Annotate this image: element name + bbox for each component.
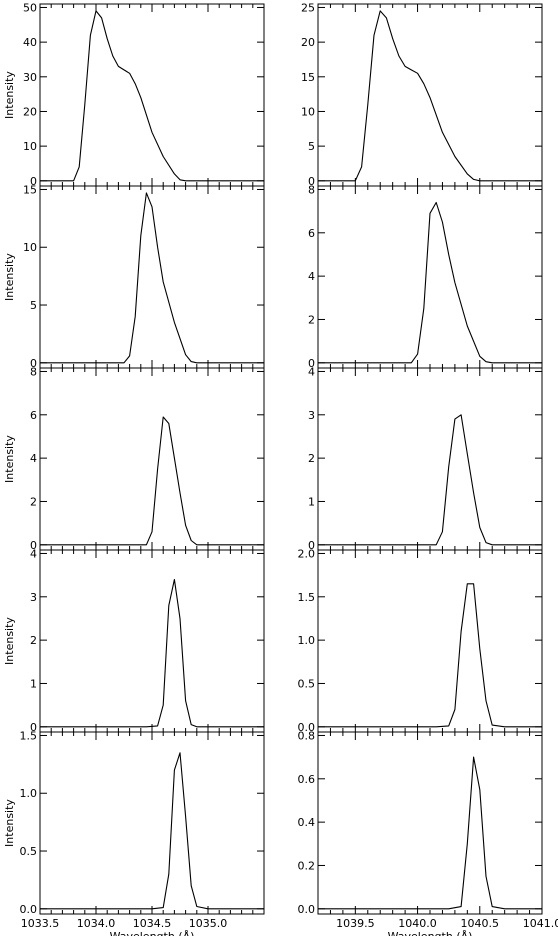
series-line xyxy=(318,414,542,546)
y-tick-label: 0.0 xyxy=(298,903,316,916)
y-tick-label: 5 xyxy=(308,140,315,153)
y-tick-label: 15 xyxy=(23,183,37,196)
y-tick-label: 4 xyxy=(30,547,37,560)
panel-row5-right: 0.0 0.2 0.4 0.6 0.8 1039.5 1040.0 1040.5 1041.0 W… xyxy=(298,729,558,936)
y-tick-label: 2 xyxy=(308,313,315,326)
y-tick-label: 8 xyxy=(30,365,37,378)
series-line xyxy=(318,583,542,728)
x-tick-label: 1041.0 xyxy=(523,917,558,930)
y-tick-label: 6 xyxy=(308,227,315,240)
y-tick-label: 1.0 xyxy=(298,634,316,647)
x-tick-label: 1040.0 xyxy=(398,917,437,930)
panel-row4-left: 0 1 2 3 4 Intensity xyxy=(3,547,265,734)
series-line xyxy=(40,10,264,182)
y-tick-label: 2 xyxy=(30,495,37,508)
y-tick-label: 10 xyxy=(23,241,37,254)
y-tick-label: 5 xyxy=(30,299,37,312)
x-tick-label: 1033.5 xyxy=(21,917,60,930)
y-axis-label: Intensity xyxy=(3,617,16,665)
axis-frame xyxy=(39,731,265,915)
y-tick-label: 0 xyxy=(30,721,37,734)
x-axis-label: Wavelength (Å) xyxy=(110,930,195,936)
y-tick-label: 0.2 xyxy=(298,859,316,872)
axis-frame xyxy=(39,367,265,551)
y-tick-label: 3 xyxy=(308,409,315,422)
series-line xyxy=(40,192,264,364)
y-tick-label: 10 xyxy=(23,140,37,153)
y-tick-label: 0 xyxy=(308,539,315,552)
x-tick-label: 1039.5 xyxy=(336,917,375,930)
y-tick-label: 0.5 xyxy=(20,845,38,858)
y-tick-label: 30 xyxy=(23,71,37,84)
x-tick-label: 1034.5 xyxy=(133,917,172,930)
y-tick-label: 0.8 xyxy=(298,729,316,742)
series-line xyxy=(40,416,264,546)
y-tick-label: 50 xyxy=(23,1,37,14)
axis-frame xyxy=(39,549,265,733)
y-axis-label: Intensity xyxy=(3,799,16,847)
y-tick-label: 6 xyxy=(30,409,37,422)
y-tick-label: 20 xyxy=(301,36,315,49)
x-axis-label: Wavelength (Å) xyxy=(388,930,473,936)
series-line xyxy=(318,201,542,364)
y-tick-label: 4 xyxy=(308,365,315,378)
y-tick-label: 4 xyxy=(308,270,315,283)
axis-frame xyxy=(317,731,543,915)
panel-row1-left: 0 10 20 30 40 50 Intensity xyxy=(3,1,265,188)
y-tick-label: 15 xyxy=(301,71,315,84)
y-tick-label: 3 xyxy=(30,591,37,604)
y-tick-label: 2 xyxy=(30,634,37,647)
y-tick-label: 1.5 xyxy=(20,729,38,742)
y-tick-label: 20 xyxy=(23,105,37,118)
x-tick-label: 1034.0 xyxy=(77,917,116,930)
y-tick-label: 40 xyxy=(23,36,37,49)
y-tick-label: 4 xyxy=(30,452,37,465)
panel-row3-right: 0 1 2 3 4 xyxy=(308,365,543,552)
series-line xyxy=(318,756,542,910)
y-tick-label: 8 xyxy=(308,183,315,196)
y-tick-label: 0.4 xyxy=(298,816,316,829)
axis-frame xyxy=(317,549,543,733)
y-tick-label: 10 xyxy=(301,105,315,118)
y-tick-label: 2 xyxy=(308,452,315,465)
y-axis-label: Intensity xyxy=(3,71,16,119)
series-line xyxy=(40,578,264,728)
axis-frame xyxy=(317,3,543,187)
y-tick-label: 1.5 xyxy=(298,591,316,604)
panel-row5-left: 0.0 0.5 1.0 1.5 1033.5 1034.0 1034.5 1035.0 Inte… xyxy=(3,729,265,936)
y-tick-label: 0 xyxy=(30,175,37,188)
panel-row1-right: 0 5 10 15 20 25 xyxy=(301,1,543,188)
axis-frame xyxy=(39,3,265,187)
y-axis-label: Intensity xyxy=(3,435,16,483)
y-tick-label: 1 xyxy=(30,677,37,690)
y-tick-label: 0.0 xyxy=(298,721,316,734)
y-tick-label: 0 xyxy=(308,357,315,370)
axis-frame xyxy=(39,185,265,369)
series-line xyxy=(318,10,542,182)
panel-row4-right: 0.0 0.5 1.0 1.5 2.0 xyxy=(298,547,543,734)
panel-row2-right: 0 2 4 6 8 xyxy=(308,183,543,370)
y-tick-label: 0 xyxy=(30,539,37,552)
axis-frame xyxy=(317,367,543,551)
y-tick-label: 1.0 xyxy=(20,787,38,800)
y-tick-label: 0.0 xyxy=(20,903,38,916)
y-tick-label: 1 xyxy=(308,495,315,508)
panel-row2-left: 0 5 10 15 Intensity xyxy=(3,183,265,370)
y-axis-label: Intensity xyxy=(3,253,16,301)
y-tick-label: 0.5 xyxy=(298,677,316,690)
y-tick-label: 0 xyxy=(308,175,315,188)
y-tick-label: 0 xyxy=(30,357,37,370)
x-tick-label: 1035.0 xyxy=(189,917,228,930)
x-tick-label: 1040.5 xyxy=(461,917,500,930)
panel-row3-left: 0 2 4 6 8 Intensity xyxy=(3,365,265,552)
y-tick-label: 25 xyxy=(301,1,315,14)
y-tick-label: 0.6 xyxy=(298,773,316,786)
y-tick-label: 2.0 xyxy=(298,547,316,560)
series-line xyxy=(40,752,264,910)
